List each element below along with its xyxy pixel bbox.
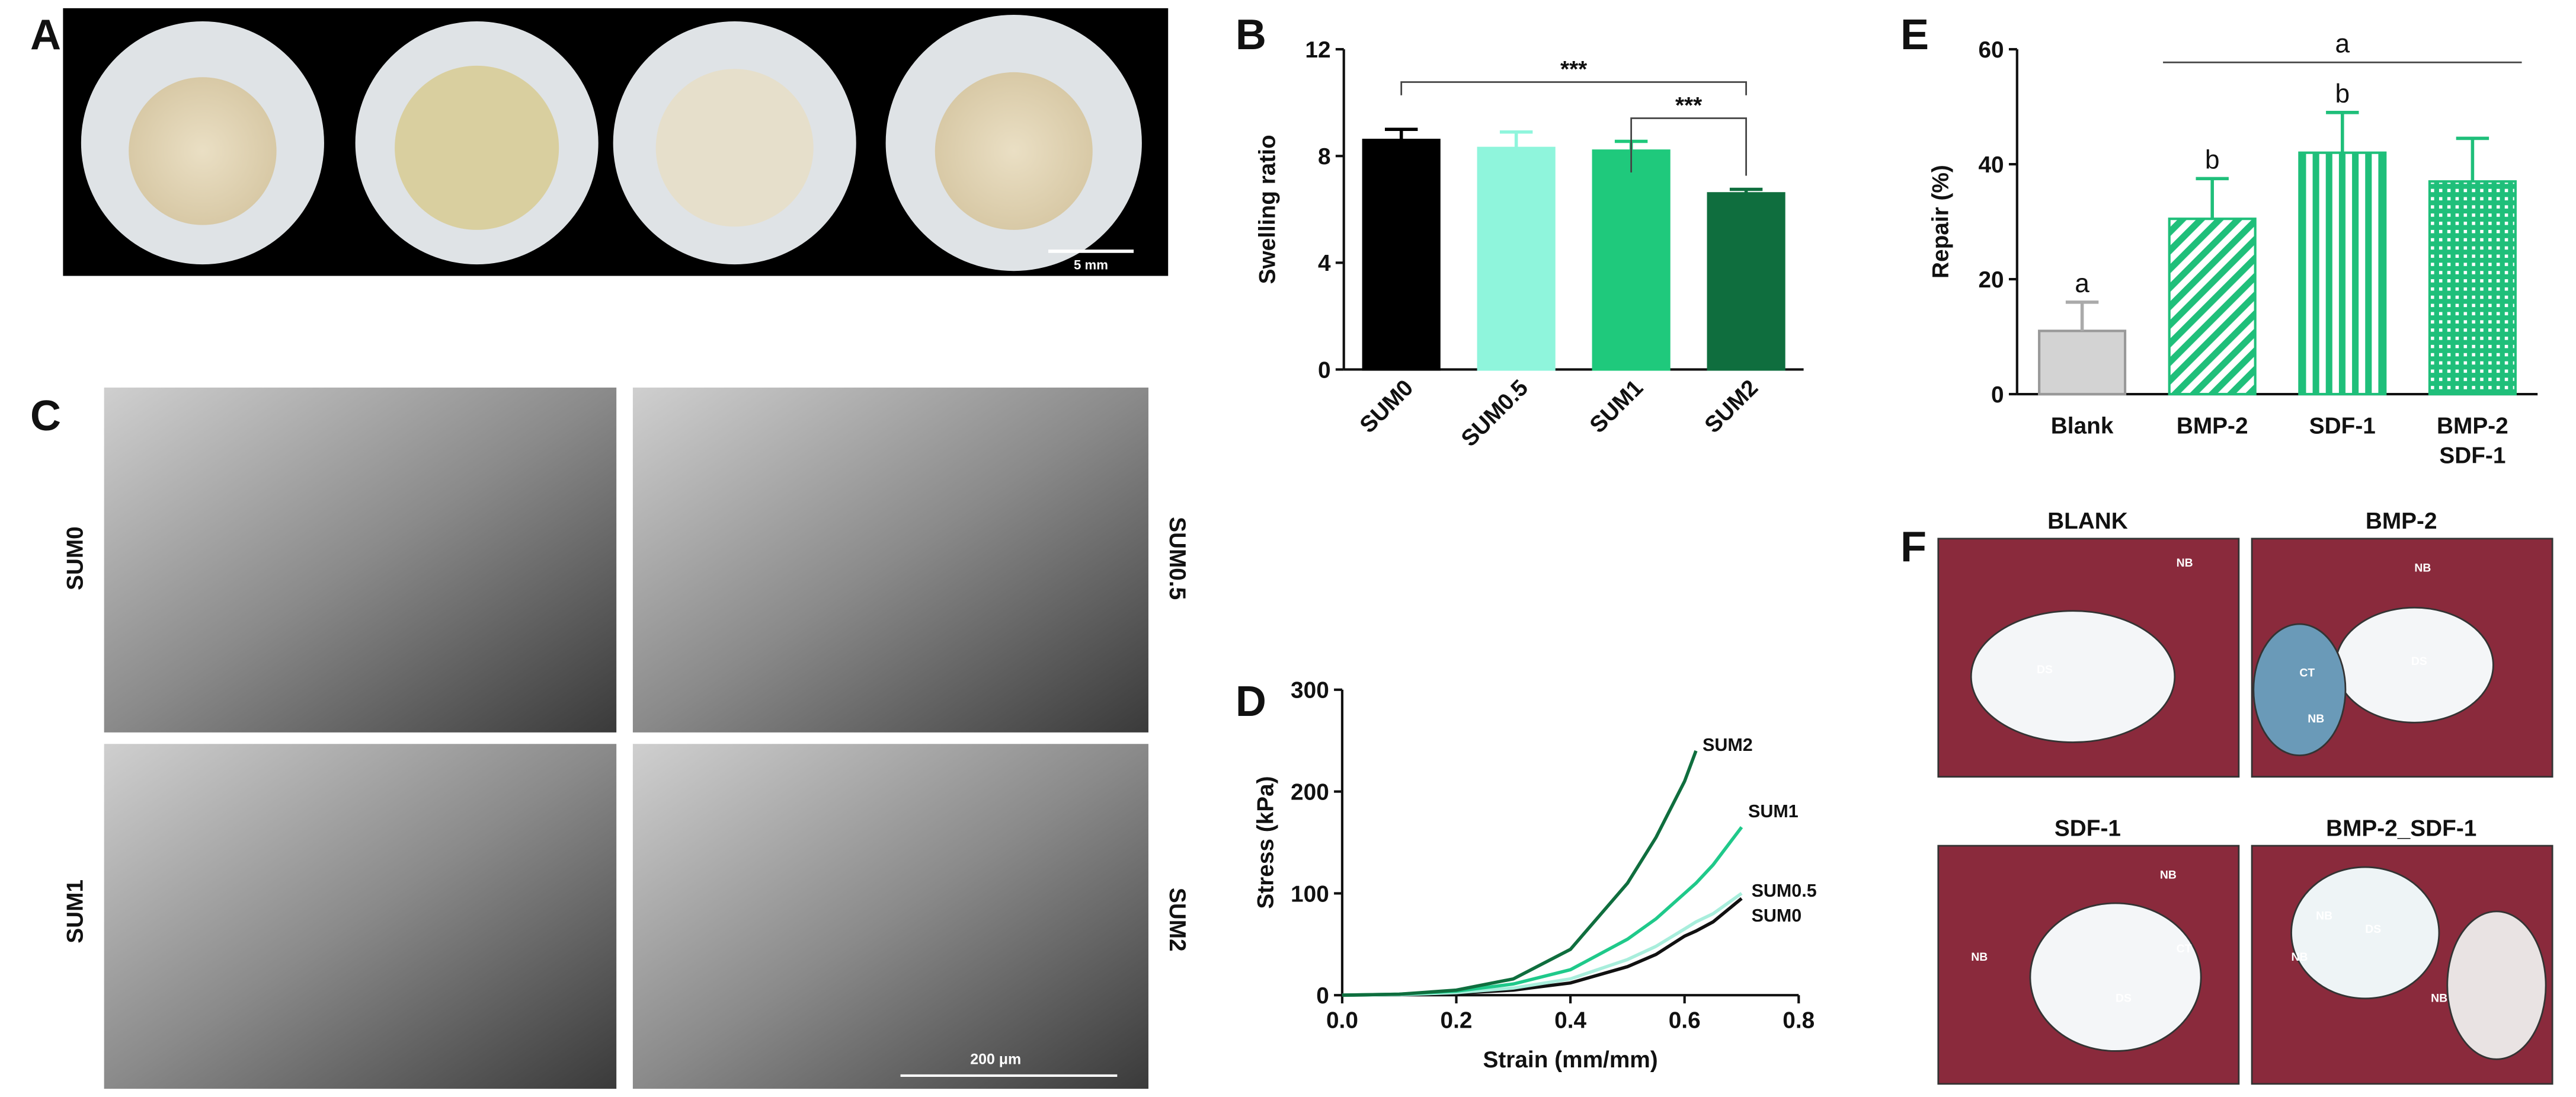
histology-title: BMP-2_SDF-1 — [2326, 815, 2476, 841]
x-tick-label: SDF-1 — [2309, 414, 2376, 439]
y-axis-label: Repair (%) — [1928, 165, 1953, 279]
bar — [2298, 151, 2387, 396]
y-axis-label: Stress (kPa) — [1253, 776, 1279, 909]
histology-label: NB — [2414, 561, 2431, 574]
error-bar — [2326, 111, 2359, 153]
y-axis-label: Swelling ratio — [1255, 135, 1280, 284]
panel-label: F — [1900, 524, 1927, 571]
x-tick-label: BMP-2 — [2177, 414, 2248, 439]
bar — [1592, 149, 1671, 371]
bar — [2428, 180, 2517, 396]
x-tick-label: SUM2 — [1700, 375, 1764, 439]
panel-label: C — [30, 392, 61, 440]
y-tick-label: 40 — [1978, 152, 2004, 178]
bar — [1477, 146, 1556, 371]
histology-label: NB — [2316, 910, 2332, 923]
scale-bar-label: 200 μm — [970, 1051, 1021, 1068]
error-bar — [1499, 130, 1533, 148]
x-tick-label: Blank — [2051, 414, 2114, 439]
line-series — [1342, 826, 1743, 997]
histology-label: DS — [2411, 655, 2427, 668]
x-tick-label: SUM0 — [1355, 375, 1419, 439]
line-series — [1342, 897, 1743, 997]
x-tick-label: SUM0.5 — [1457, 375, 1533, 452]
histology-images — [1937, 538, 2553, 1085]
y-tick-label: 20 — [1978, 267, 2004, 293]
panel-label: B — [1236, 11, 1266, 59]
histology-label: NB — [2431, 992, 2447, 1005]
histology-label: NB — [2292, 951, 2308, 964]
histology-label: CT — [2299, 667, 2315, 680]
bar — [1362, 139, 1441, 371]
series-label: SUM1 — [1748, 801, 1799, 821]
image-label: SUM0.5 — [1164, 517, 1190, 600]
annotation: *** — [1560, 57, 1588, 82]
bar — [1707, 192, 1785, 371]
histology-label: DS — [2037, 663, 2053, 676]
line-series — [1342, 750, 1698, 997]
y-tick-label: 8 — [1318, 144, 1331, 169]
bar — [2168, 218, 2257, 396]
x-tick-label: BMP-2 SDF-1 — [2437, 414, 2508, 469]
panel-label: E — [1900, 11, 1929, 59]
histology-title: BMP-2 — [2366, 508, 2437, 534]
y-tick-label: 0 — [1318, 357, 1331, 383]
histology-title: BLANK — [2047, 508, 2128, 534]
y-tick-label: 4 — [1318, 251, 1331, 276]
significance-letter: b — [2335, 79, 2350, 108]
y-tick-label: 300 — [1291, 678, 1329, 703]
image-label: SUM2 — [1164, 888, 1190, 952]
bracket — [1400, 81, 1747, 95]
significance-letter: a — [2335, 30, 2350, 59]
y-tick-label: 0 — [1991, 382, 2004, 408]
histology-label: CT — [2177, 942, 2192, 955]
histology-label: DS — [2116, 992, 2132, 1005]
error-bar — [2196, 177, 2229, 219]
histology-label: NB — [2308, 712, 2324, 725]
histology-label: NB — [2177, 557, 2193, 570]
scale-bar-label: 5 mm — [1074, 257, 1108, 272]
x-tick-label: SUM1 — [1585, 375, 1649, 439]
y-tick-label: 12 — [1305, 37, 1330, 63]
bracket — [1630, 117, 1747, 176]
image-label: SUM1 — [63, 879, 88, 944]
series-label: SUM0.5 — [1752, 881, 1817, 901]
panel-label: D — [1236, 678, 1266, 725]
x-tick-label: 0.6 — [1669, 1008, 1701, 1034]
error-bar — [1729, 187, 1763, 194]
x-tick-label: 0.8 — [1783, 1008, 1815, 1034]
bar — [2038, 330, 2127, 396]
line-series — [1342, 892, 1743, 997]
histology-title: SDF-1 — [2055, 815, 2121, 841]
annotation: *** — [1675, 93, 1703, 119]
panel-label: A — [30, 11, 61, 59]
sem-images — [104, 387, 1148, 1089]
series-label: SUM2 — [1703, 735, 1753, 755]
series-label: SUM0 — [1752, 906, 1802, 926]
y-tick-label: 100 — [1291, 881, 1329, 907]
significance-letter: a — [2075, 269, 2089, 298]
x-tick-label: 0.4 — [1554, 1008, 1586, 1034]
histology-label: DS — [2365, 923, 2381, 936]
image-label: SUM0 — [63, 526, 88, 590]
y-tick-label: 60 — [1978, 37, 2004, 63]
x-tick-label: 0.2 — [1441, 1008, 1473, 1034]
x-tick-label: 0.0 — [1326, 1008, 1358, 1034]
error-bar — [1384, 127, 1418, 140]
y-tick-label: 200 — [1291, 779, 1329, 805]
error-bar — [2456, 136, 2489, 182]
y-tick-label: 0 — [1316, 983, 1329, 1009]
histology-label: NB — [1971, 951, 1988, 964]
x-axis-label: Strain (mm/mm) — [1483, 1047, 1657, 1073]
error-bar — [2065, 300, 2099, 331]
histology-label: NB — [2160, 868, 2177, 881]
dishes — [81, 14, 1142, 271]
significance-letter: b — [2205, 146, 2220, 175]
